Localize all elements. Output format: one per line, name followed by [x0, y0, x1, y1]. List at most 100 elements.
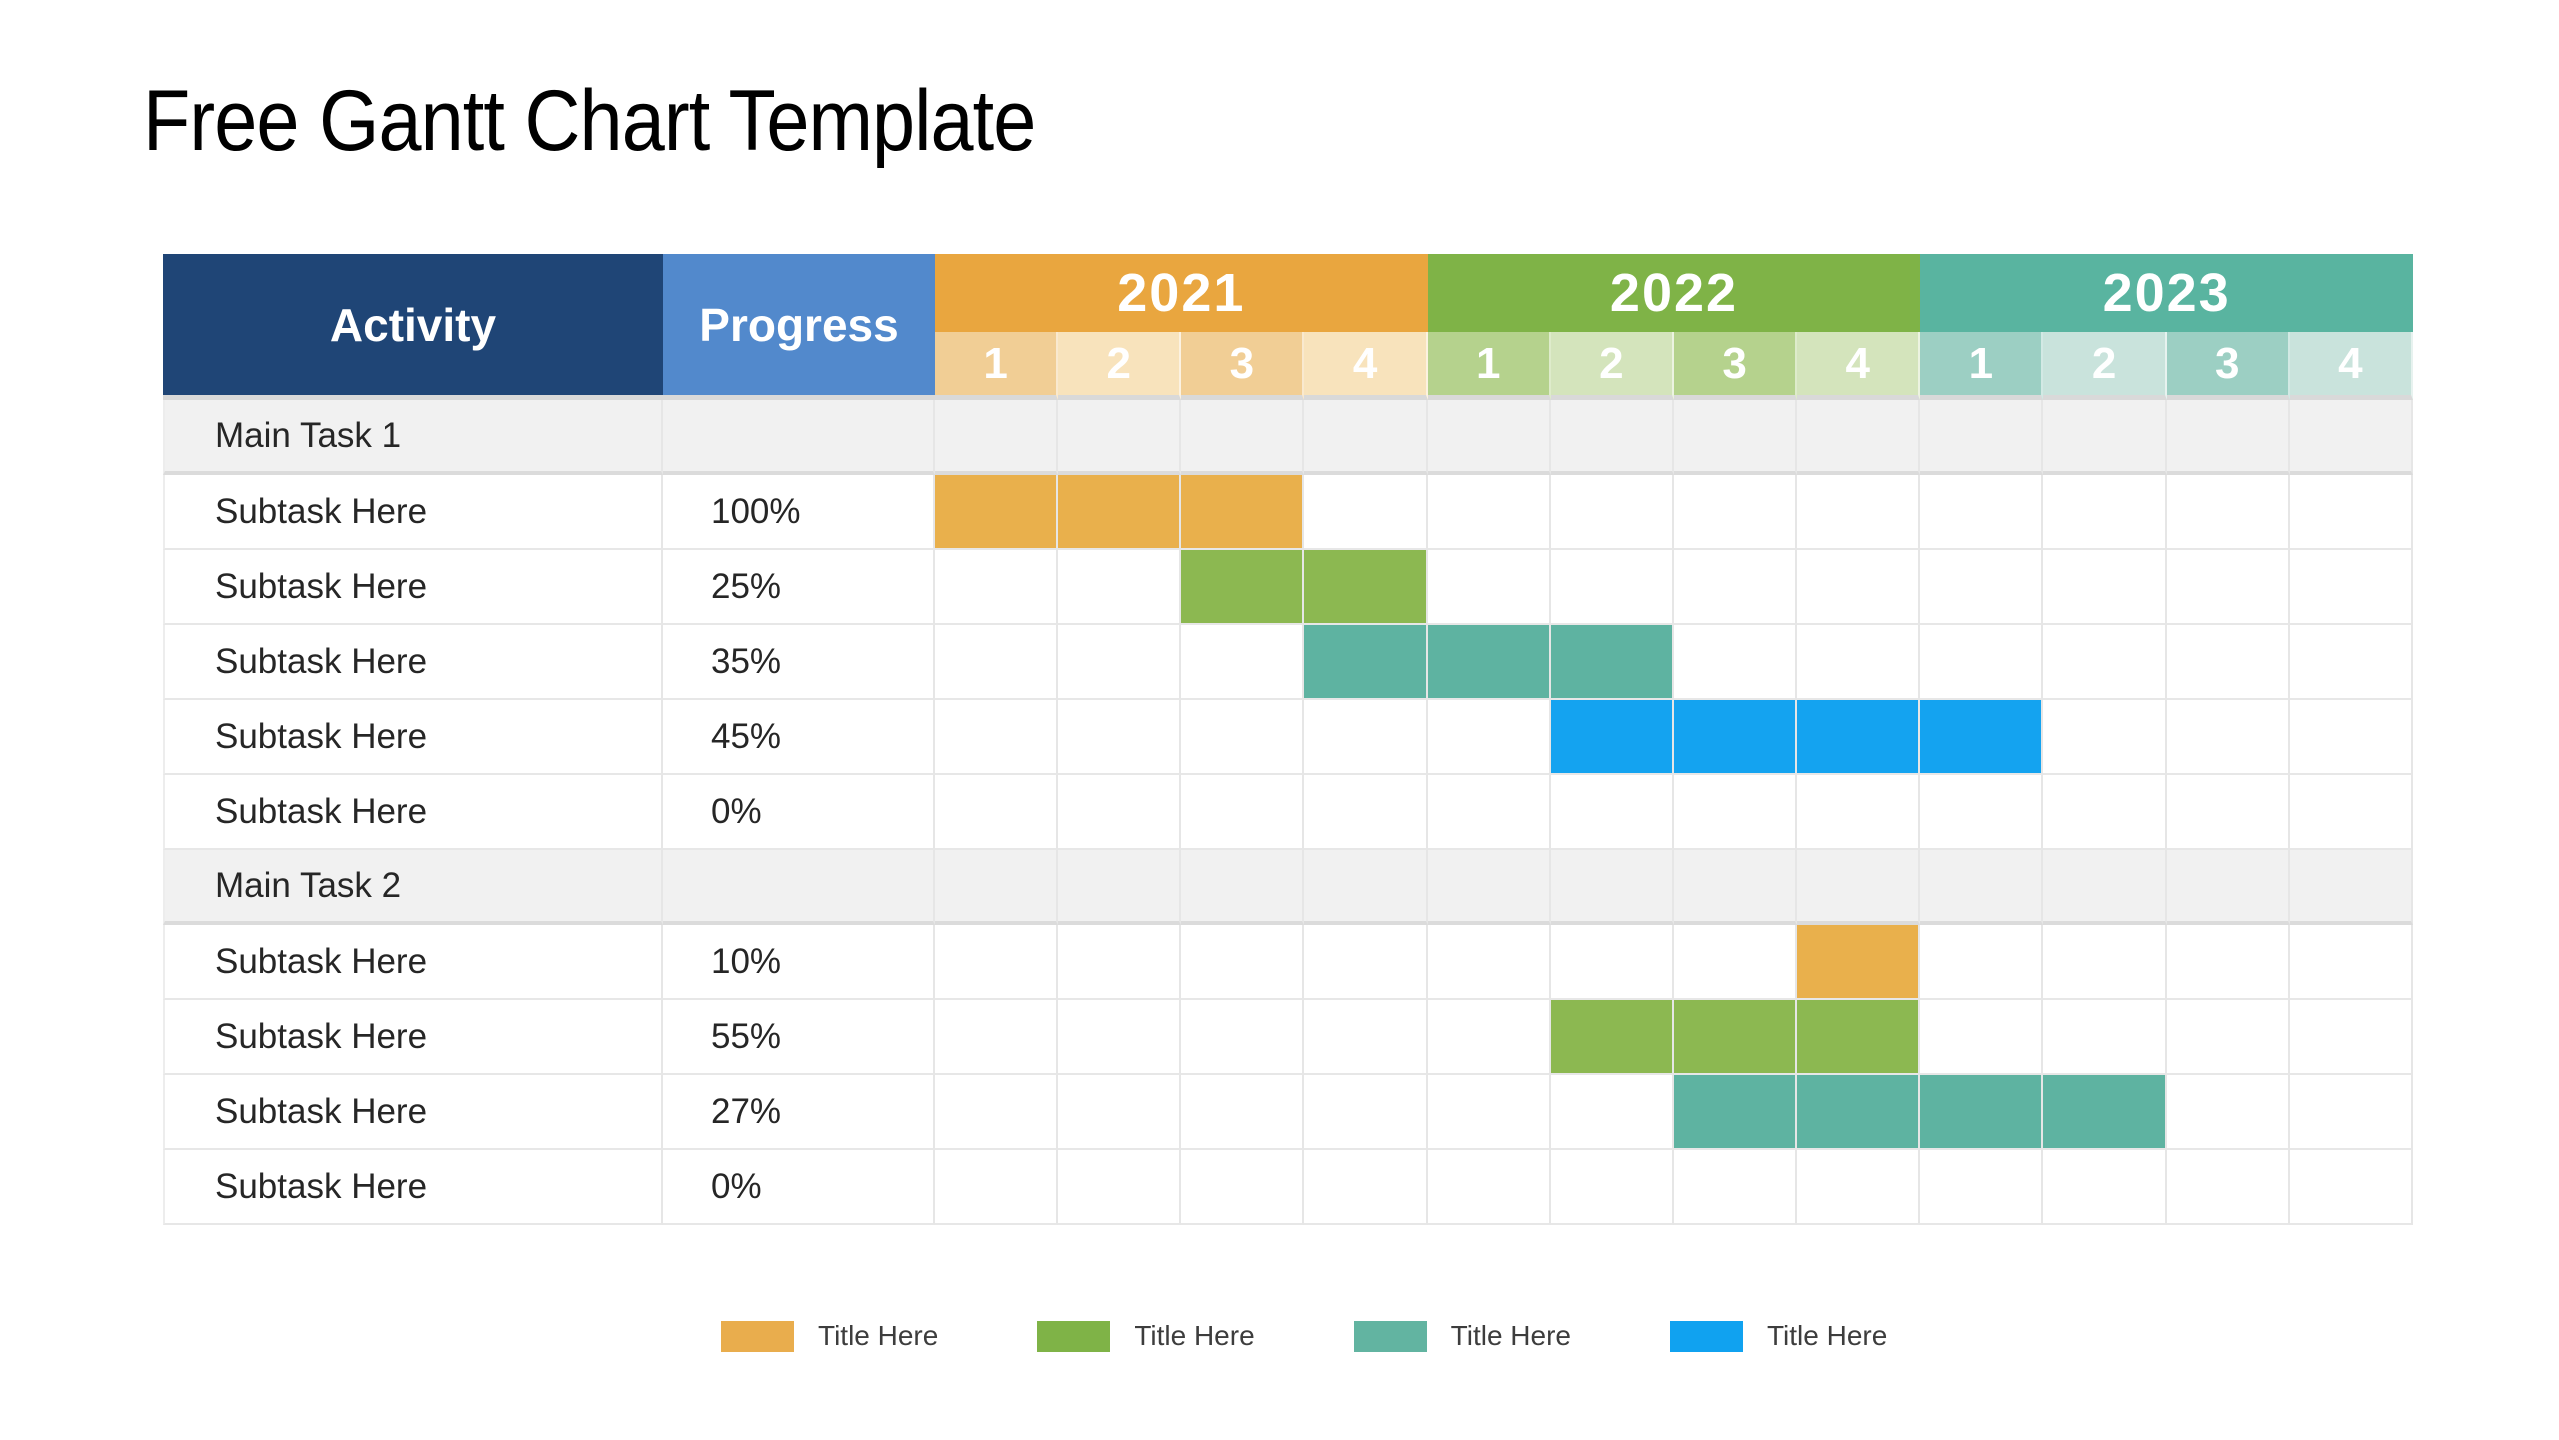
subtask-cell: Subtask Here [163, 475, 663, 550]
timeline-cell [1797, 400, 1921, 475]
timeline-cell [1673, 400, 1798, 475]
subtask-cell: Subtask Here [163, 1150, 663, 1225]
timeline-cell [1920, 1150, 2044, 1225]
subtask-cell: Subtask Here [163, 625, 663, 700]
timeline-cell [1920, 850, 2044, 925]
gantt-bar-cell [1797, 1075, 1921, 1150]
timeline-cell [1920, 1000, 2044, 1075]
progress-cell: 0% [663, 1150, 935, 1225]
gantt-bar-cell [1673, 700, 1798, 775]
page-title: Free Gantt Chart Template [143, 73, 1036, 169]
timeline-cell [1920, 925, 2044, 1000]
quarter-header: 3 [1181, 332, 1305, 400]
timeline-cell [1673, 625, 1798, 700]
timeline-cell [1181, 1075, 1305, 1150]
subtask-cell: Subtask Here [163, 700, 663, 775]
timeline-cell [2043, 700, 2167, 775]
progress-cell: 100% [663, 475, 935, 550]
timeline-cell [1304, 700, 1428, 775]
timeline-cell [2289, 550, 2413, 625]
timeline-cell [1427, 1150, 1551, 1225]
timeline-cell [1797, 775, 1921, 850]
gantt-bar-cell [1550, 625, 1674, 700]
timeline-cell [1304, 1000, 1428, 1075]
timeline-cell [1181, 625, 1305, 700]
timeline-cell [1181, 700, 1305, 775]
timeline-cell [1181, 1150, 1305, 1225]
timeline-cell [1427, 550, 1551, 625]
main-task-cell: Main Task 2 [163, 850, 663, 925]
quarter-header: 1 [1427, 332, 1551, 400]
progress-cell: 55% [663, 1000, 935, 1075]
legend-label: Title Here [1450, 1320, 1571, 1351]
timeline-cell [1550, 850, 1674, 925]
timeline-cell [2289, 700, 2413, 775]
legend-swatch [1037, 1320, 1111, 1352]
gantt-bar-cell [1304, 625, 1428, 700]
timeline-cell [935, 550, 1059, 625]
timeline-cell [1058, 400, 1182, 475]
legend: Title Here Title Here Title Here Title Here [721, 1320, 1887, 1352]
timeline-cell [2289, 1150, 2413, 1225]
timeline-cell [2289, 1000, 2413, 1075]
timeline-cell [1673, 475, 1798, 550]
timeline-cell [2289, 1075, 2413, 1150]
legend-item: Title Here [1353, 1320, 1571, 1352]
subtask-cell: Subtask Here [163, 1000, 663, 1075]
timeline-cell [1427, 700, 1551, 775]
quarter-header: 1 [935, 332, 1059, 400]
timeline-cell [1181, 850, 1305, 925]
timeline-cell [1550, 1150, 1674, 1225]
quarter-header: 4 [1797, 332, 1921, 400]
quarter-header: 3 [2166, 332, 2290, 400]
timeline-cell [1797, 625, 1921, 700]
timeline-cell [1058, 550, 1182, 625]
subtask-cell: Subtask Here [163, 1075, 663, 1150]
timeline-cell [2289, 925, 2413, 1000]
gantt-bar-cell [1920, 1075, 2044, 1150]
progress-cell: 27% [663, 1075, 935, 1150]
timeline-cell [2166, 700, 2290, 775]
quarter-header: 4 [1304, 332, 1428, 400]
quarter-header: 1 [1920, 332, 2044, 400]
timeline-cell [1304, 925, 1428, 1000]
timeline-cell [1181, 925, 1305, 1000]
quarter-header: 2 [2043, 332, 2167, 400]
timeline-cell [1673, 925, 1798, 1000]
timeline-cell [2043, 775, 2167, 850]
timeline-cell [935, 1075, 1059, 1150]
timeline-cell [1673, 550, 1798, 625]
timeline-cell [1920, 550, 2044, 625]
timeline-cell [1797, 475, 1921, 550]
progress-cell: 45% [663, 700, 935, 775]
gantt-bar-cell [1797, 700, 1921, 775]
legend-swatch [721, 1320, 794, 1352]
timeline-cell [1058, 925, 1182, 1000]
timeline-cell [2043, 625, 2167, 700]
gantt-bar-cell [1673, 1000, 1798, 1075]
legend-item: Title Here [1669, 1320, 1887, 1352]
timeline-cell [1550, 925, 1674, 1000]
legend-swatch [1669, 1320, 1743, 1352]
progress-cell: 0% [663, 775, 935, 850]
timeline-cell [1920, 400, 2044, 475]
timeline-cell [1550, 775, 1674, 850]
quarter-header: 2 [1058, 332, 1182, 400]
timeline-cell [1427, 400, 1551, 475]
progress-cell [663, 400, 935, 475]
timeline-cell [1304, 775, 1428, 850]
timeline-cell [2289, 775, 2413, 850]
timeline-cell [2166, 775, 2290, 850]
timeline-cell [2289, 625, 2413, 700]
year-header-2022: 2022 [1427, 254, 1921, 332]
gantt-bar-cell [1058, 475, 1182, 550]
timeline-cell [1304, 1150, 1428, 1225]
timeline-cell [1181, 400, 1305, 475]
legend-label: Title Here [1134, 1320, 1255, 1351]
gantt-bar-cell [1181, 475, 1305, 550]
year-header-2023: 2023 [1920, 254, 2413, 332]
timeline-cell [2043, 550, 2167, 625]
gantt-bar-cell [1427, 625, 1551, 700]
timeline-cell [1920, 475, 2044, 550]
timeline-cell [1427, 850, 1551, 925]
